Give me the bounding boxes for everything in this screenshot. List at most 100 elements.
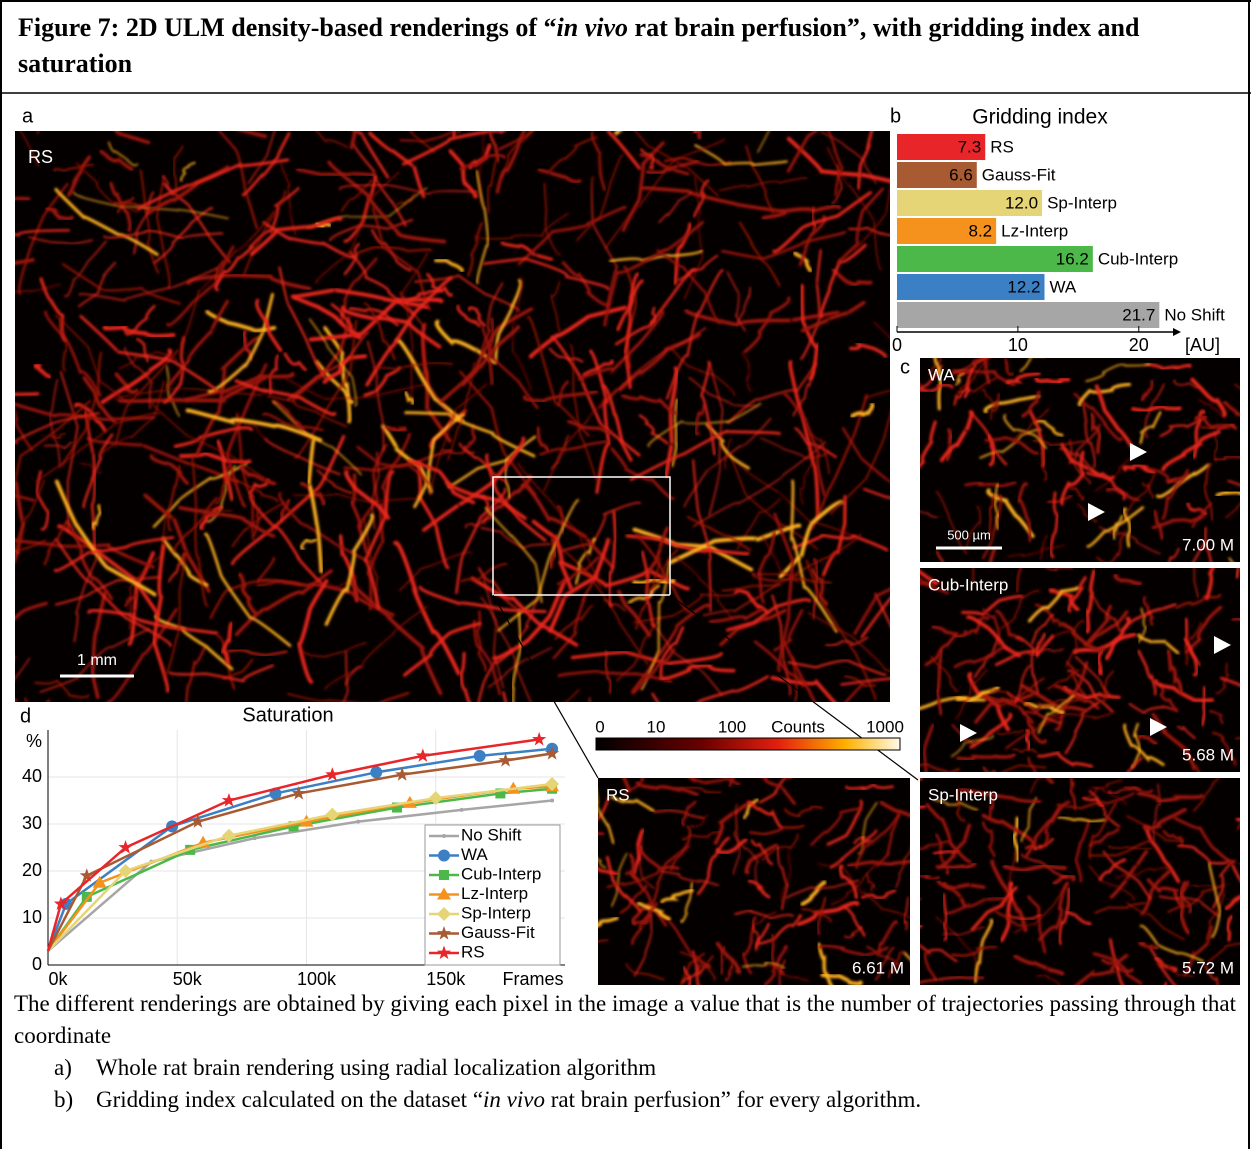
vessel	[693, 131, 700, 134]
vessel	[820, 131, 877, 184]
vessel	[15, 698, 18, 702]
vessel	[1108, 844, 1153, 850]
vessel	[242, 330, 253, 361]
vessel	[935, 833, 950, 875]
vessel	[1113, 573, 1143, 586]
vessel	[99, 149, 134, 171]
vessel	[409, 131, 436, 153]
vessel	[644, 526, 669, 579]
marker	[473, 749, 486, 762]
vessel	[463, 424, 477, 450]
vessel	[399, 131, 455, 144]
vessel	[84, 410, 96, 554]
image-label: Sp-Interp	[928, 785, 998, 804]
vessel	[818, 944, 889, 957]
vessel	[837, 187, 885, 265]
vessel	[236, 412, 269, 441]
vessel	[635, 780, 699, 797]
vessel	[1046, 568, 1073, 572]
vessel	[380, 432, 411, 518]
vessel	[73, 191, 229, 219]
vessel	[1038, 698, 1080, 708]
vessel	[357, 443, 388, 527]
vessel	[999, 590, 1040, 630]
vessel	[477, 567, 517, 609]
marker	[221, 793, 237, 807]
vessel	[1013, 954, 1065, 976]
vessel	[1021, 390, 1041, 418]
vessel	[1194, 415, 1228, 430]
vessel	[810, 567, 829, 606]
vessel	[150, 401, 274, 484]
vessel	[291, 316, 351, 402]
vessel	[1158, 683, 1179, 713]
vessel	[990, 859, 1028, 933]
vessel	[631, 648, 676, 695]
category-label: No Shift	[1164, 305, 1225, 324]
vessel	[1005, 712, 1062, 750]
x-tick-label: 0	[892, 335, 902, 355]
bar	[897, 302, 1160, 328]
vessel	[293, 288, 429, 310]
item-marker: b)	[54, 1087, 74, 1112]
vessel	[931, 625, 968, 639]
vessel	[161, 175, 174, 196]
marker	[532, 731, 547, 746]
vessel	[493, 278, 523, 365]
vessel	[599, 327, 707, 410]
vessel	[798, 215, 827, 267]
vessel	[178, 505, 276, 538]
vessel	[1155, 963, 1195, 978]
vessel	[128, 513, 169, 630]
vessel	[33, 363, 52, 379]
vessel	[713, 801, 756, 845]
vessel	[1034, 603, 1062, 627]
image-count: 6.61 M	[852, 958, 904, 977]
vessel	[1060, 443, 1115, 481]
vessel	[460, 562, 508, 583]
vessel	[1215, 662, 1231, 695]
vessel	[294, 319, 358, 459]
vessel	[441, 447, 475, 455]
vessel	[743, 296, 791, 354]
vessel	[1005, 371, 1041, 385]
vessel	[78, 261, 117, 308]
vessel	[761, 204, 842, 220]
vessels	[920, 568, 1240, 772]
vessel	[800, 880, 827, 906]
vessel	[721, 230, 846, 261]
vessel	[1192, 778, 1220, 812]
y-tick-label: 20	[22, 860, 42, 880]
vessel	[1109, 849, 1149, 899]
vessel	[223, 477, 279, 503]
vessel	[495, 131, 527, 194]
vessel	[966, 615, 1022, 658]
vessel	[1151, 510, 1207, 530]
vessel	[970, 886, 1018, 931]
vessel	[481, 282, 504, 355]
vessel	[1137, 941, 1159, 950]
vessel	[604, 650, 612, 694]
marker	[356, 819, 361, 824]
vessel	[124, 591, 138, 608]
vessel	[205, 310, 277, 333]
vessel	[829, 412, 890, 515]
vessel	[680, 881, 694, 923]
x-tick-label: 150k	[426, 969, 466, 989]
vessel	[807, 612, 890, 672]
vessel	[234, 379, 337, 416]
vessel	[416, 460, 450, 570]
vessel	[1110, 530, 1127, 562]
vessel	[826, 799, 863, 846]
vessel	[480, 527, 551, 550]
vessel	[563, 688, 580, 702]
vessel	[15, 655, 17, 660]
vessel	[434, 258, 464, 273]
vessel	[785, 879, 860, 899]
vessel	[472, 619, 501, 696]
vessel	[762, 778, 796, 805]
item-text: Gridding index calculated on the dataset…	[96, 1084, 921, 1116]
vessel	[39, 277, 67, 342]
vessel	[531, 519, 573, 591]
value-label: 12.0	[1005, 193, 1038, 212]
